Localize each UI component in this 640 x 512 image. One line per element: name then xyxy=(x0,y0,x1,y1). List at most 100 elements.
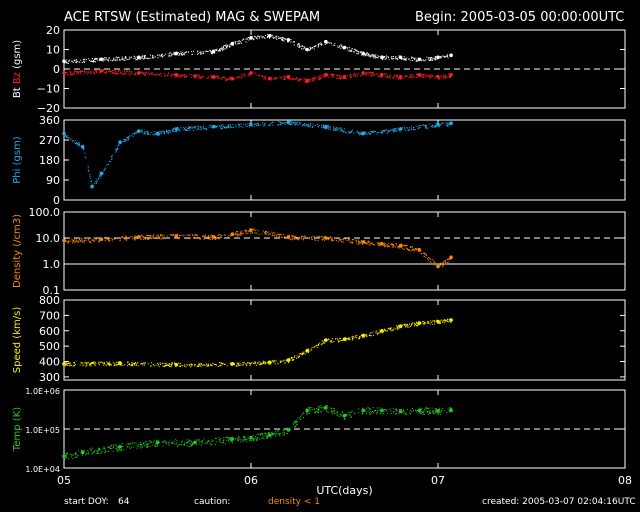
data-point xyxy=(369,56,371,58)
data-point xyxy=(184,52,186,54)
data-point xyxy=(127,443,129,445)
data-point xyxy=(285,236,287,238)
data-point xyxy=(222,440,224,442)
data-point xyxy=(329,407,331,409)
data-point xyxy=(174,127,176,129)
data-point xyxy=(330,42,332,44)
data-point xyxy=(184,234,186,236)
data-point xyxy=(315,76,317,78)
data-point xyxy=(372,334,374,336)
data-point xyxy=(161,362,163,364)
data-point xyxy=(79,145,81,147)
data-point xyxy=(378,332,380,334)
data-point xyxy=(369,133,371,135)
data-point xyxy=(140,71,142,73)
data-point xyxy=(306,414,308,416)
data-point xyxy=(287,41,289,43)
data-point xyxy=(249,73,251,75)
data-point xyxy=(151,56,153,58)
data-point xyxy=(416,321,418,323)
data-point xyxy=(166,132,168,134)
data-point xyxy=(151,57,153,59)
data-point xyxy=(425,127,427,129)
x-tick-label: 06 xyxy=(244,474,258,487)
data-point xyxy=(134,57,136,59)
data-point xyxy=(187,128,189,130)
data-point xyxy=(176,440,178,442)
y-axis-label-part: Density (/cm3) xyxy=(12,214,23,288)
data-point xyxy=(231,43,233,45)
data-point xyxy=(124,57,126,59)
data-point xyxy=(71,74,73,76)
data-point xyxy=(186,74,188,76)
data-point xyxy=(330,128,332,130)
data-point xyxy=(385,330,387,332)
data-point xyxy=(287,41,289,43)
data-point xyxy=(232,44,234,46)
data-point xyxy=(412,57,414,59)
data-point xyxy=(399,75,401,77)
data-point xyxy=(147,236,149,238)
data-point xyxy=(176,54,178,56)
data-point xyxy=(256,439,258,441)
data-point xyxy=(277,363,279,365)
data-point xyxy=(262,435,264,437)
data-point xyxy=(307,82,309,84)
data-point xyxy=(281,360,283,362)
data-point xyxy=(96,57,98,59)
data-point xyxy=(307,79,309,81)
data-point xyxy=(248,74,250,76)
data-point xyxy=(106,58,108,60)
data-point xyxy=(158,73,160,75)
data-point xyxy=(403,411,405,413)
data-point xyxy=(153,234,155,236)
data-point xyxy=(150,234,152,236)
data-point xyxy=(338,45,340,47)
data-point xyxy=(122,235,124,237)
data-point xyxy=(325,409,327,411)
data-point xyxy=(294,235,296,237)
data-point xyxy=(227,126,229,128)
data-point xyxy=(243,440,245,442)
data-point xyxy=(341,239,343,241)
data-point xyxy=(279,37,281,39)
data-point xyxy=(274,434,276,436)
y-axis-label: Density (/cm3) xyxy=(12,214,23,288)
data-point xyxy=(295,422,297,424)
data-point xyxy=(84,239,86,241)
data-point xyxy=(390,129,392,131)
data-point xyxy=(151,362,153,364)
data-point xyxy=(72,140,74,142)
data-point xyxy=(90,241,92,243)
data-point xyxy=(359,337,361,339)
data-point xyxy=(221,442,223,444)
data-point xyxy=(444,260,446,262)
data-point xyxy=(427,258,429,260)
data-point xyxy=(404,126,406,128)
data-point xyxy=(401,128,403,130)
data-point xyxy=(321,74,323,76)
data-point xyxy=(215,126,217,128)
data-point xyxy=(90,363,92,365)
data-point xyxy=(113,73,115,75)
data-point xyxy=(241,74,243,76)
data-point xyxy=(78,241,80,243)
data-point xyxy=(344,130,346,132)
data-point xyxy=(324,43,326,45)
data-point xyxy=(95,450,97,452)
data-point xyxy=(320,44,322,46)
data-point xyxy=(378,244,380,246)
data-point xyxy=(370,332,372,334)
data-point xyxy=(184,74,186,76)
data-point xyxy=(243,364,245,366)
data-point xyxy=(279,121,281,123)
data-point xyxy=(335,74,337,76)
data-point xyxy=(313,346,315,348)
data-point xyxy=(314,45,316,47)
data-point xyxy=(84,156,86,158)
data-point xyxy=(336,414,338,416)
data-point xyxy=(238,40,240,42)
data-point xyxy=(354,412,356,414)
data-point xyxy=(208,76,210,78)
data-point xyxy=(224,48,226,50)
